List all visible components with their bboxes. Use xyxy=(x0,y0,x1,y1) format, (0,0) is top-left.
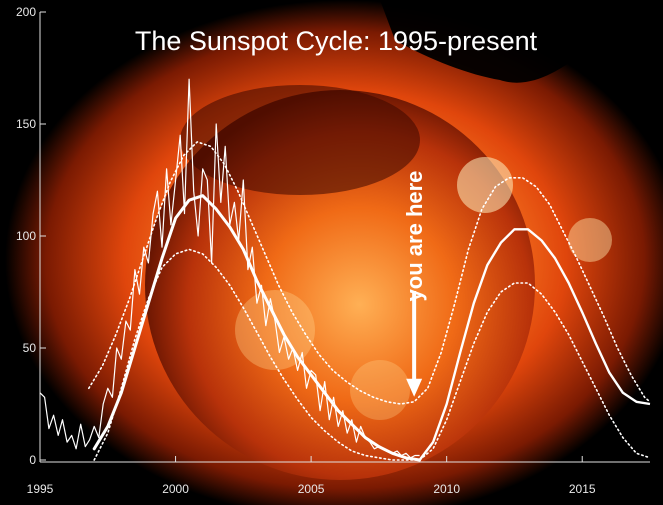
y-tick-label: 0 xyxy=(29,453,36,467)
y-tick-label: 100 xyxy=(16,229,36,243)
y-tick-label: 150 xyxy=(16,117,36,131)
x-tick-label: 1995 xyxy=(27,482,54,496)
bright-region xyxy=(350,360,410,420)
series-line-smoothed xyxy=(92,194,422,462)
you-are-here-label: you are here xyxy=(402,171,427,302)
chart-title: The Sunspot Cycle: 1995-present xyxy=(135,26,538,56)
series-line-lower-prediction xyxy=(93,248,651,461)
y-tick-marks xyxy=(40,11,46,461)
x-tick-label: 2010 xyxy=(433,482,460,496)
bright-region xyxy=(568,218,612,262)
down-arrow-icon xyxy=(406,291,423,397)
y-tick-label: 200 xyxy=(16,5,36,19)
x-tick-marks xyxy=(39,456,583,462)
coronal-hole xyxy=(380,0,663,83)
x-tick-label: 2015 xyxy=(569,482,596,496)
bright-region xyxy=(457,157,513,213)
y-tick-label: 50 xyxy=(23,341,37,355)
x-tick-label: 2000 xyxy=(162,482,189,496)
x-tick-label: 2005 xyxy=(298,482,325,496)
series-line-middle-prediction xyxy=(418,228,651,461)
dark-patch xyxy=(180,85,420,195)
series-line-upper-prediction xyxy=(88,140,651,405)
